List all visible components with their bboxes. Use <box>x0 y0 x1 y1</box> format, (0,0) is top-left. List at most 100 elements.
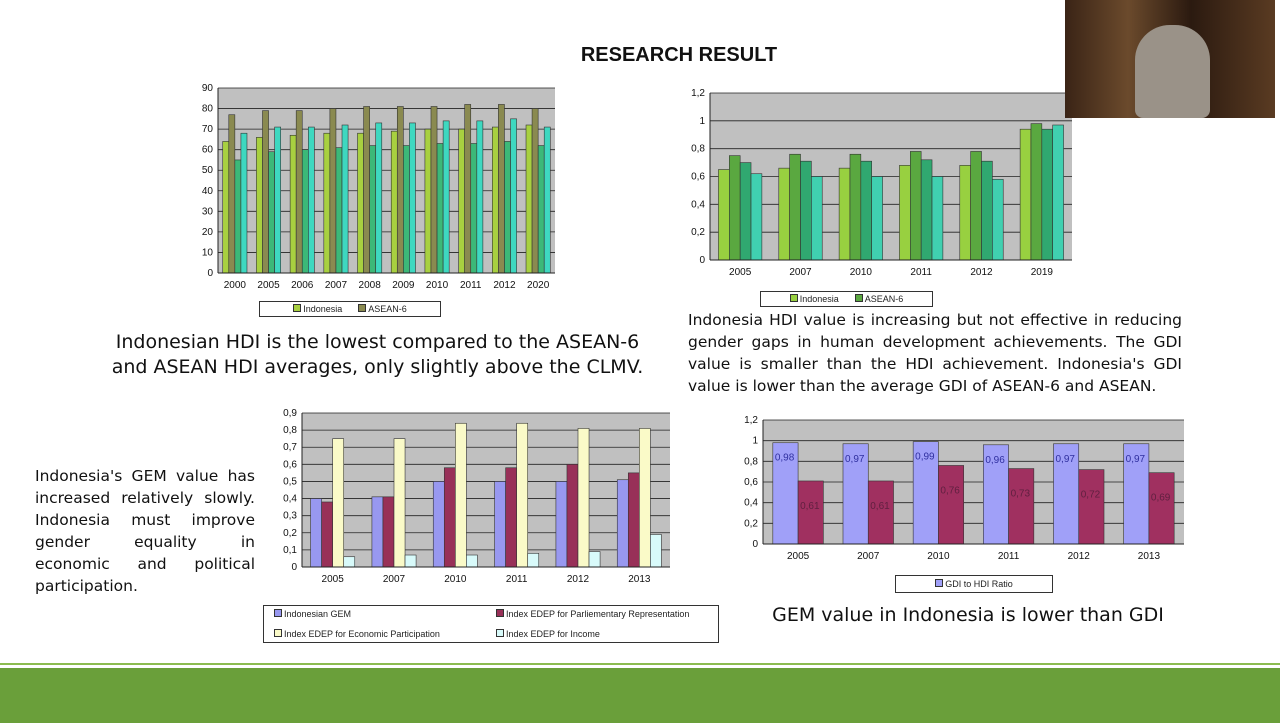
ratio-legend: GDI to HDI Ratio <box>895 575 1053 593</box>
bar <box>396 106 404 274</box>
bar <box>382 496 395 568</box>
y-tick-label: 0,7 <box>283 442 297 453</box>
legend-swatch <box>496 629 504 637</box>
bar <box>476 120 484 274</box>
legend-swatch <box>274 629 282 637</box>
bar <box>436 143 444 274</box>
bar <box>321 501 333 568</box>
bar <box>789 153 801 261</box>
legend-label: Indonesia <box>799 294 839 304</box>
bar <box>627 472 640 568</box>
y-tick-label: 90 <box>202 83 214 94</box>
bar <box>375 122 383 274</box>
legend-swatch <box>854 294 863 302</box>
bar <box>268 151 275 274</box>
y-tick-label: 0,4 <box>283 494 297 505</box>
presenter-figure <box>1135 25 1210 118</box>
bar <box>343 556 356 568</box>
x-tick-label: 2010 <box>927 551 950 562</box>
bar <box>981 160 993 261</box>
x-tick-label: 2007 <box>325 280 348 291</box>
bar <box>772 442 799 545</box>
y-tick-label: 0,1 <box>283 545 297 556</box>
bar <box>778 167 790 261</box>
bar <box>1030 123 1043 261</box>
y-tick-label: 0,6 <box>691 172 705 183</box>
bar <box>323 132 331 274</box>
x-tick-label: 2010 <box>850 267 873 278</box>
y-tick-label: 60 <box>202 145 214 156</box>
bar <box>842 443 869 545</box>
bar <box>464 104 472 274</box>
plot-area <box>302 413 670 567</box>
y-tick-label: 10 <box>202 247 214 258</box>
bar <box>959 165 971 261</box>
bar <box>403 145 410 274</box>
bar <box>1019 128 1032 261</box>
bar <box>289 134 297 274</box>
bar <box>838 167 851 261</box>
data-label: 0,98 <box>775 453 795 464</box>
bar <box>371 496 384 568</box>
legend-swatch <box>274 609 282 617</box>
x-tick-label: 2000 <box>224 280 247 291</box>
bar <box>432 481 445 568</box>
bar <box>262 110 269 274</box>
bar <box>466 554 478 568</box>
legend-label: ASEAN-6 <box>368 304 407 314</box>
bar <box>505 467 517 568</box>
bar <box>527 553 540 568</box>
legend-item: Indonesia <box>789 294 839 304</box>
legend-item: ASEAN-6 <box>358 304 407 314</box>
bar <box>424 128 432 274</box>
legend-label: Indonesian GEM <box>284 609 352 619</box>
bar <box>510 118 517 274</box>
bar <box>335 147 343 274</box>
y-tick-label: 0 <box>207 268 213 279</box>
y-tick-label: 0,8 <box>744 456 758 467</box>
bar <box>983 444 1009 545</box>
bar <box>1123 443 1150 545</box>
bar <box>341 124 349 274</box>
bar <box>1052 124 1064 261</box>
y-tick-label: 30 <box>202 206 214 217</box>
y-tick-label: 0,4 <box>744 498 758 509</box>
gem-chart: 0 0,1 0,2 0,3 0,4 0,5 0,6 0,7 0,8 0,9 2005 2007 2010… <box>283 408 670 585</box>
bar <box>390 130 398 274</box>
data-label: 0,61 <box>870 501 890 512</box>
bar <box>256 137 263 274</box>
data-label: 0,61 <box>800 501 820 512</box>
bar <box>910 151 922 261</box>
bar <box>301 149 309 274</box>
legend-label: Index EDEP for Economic Participation <box>284 629 440 639</box>
legend-swatch <box>789 294 798 302</box>
bar <box>849 153 862 261</box>
bar <box>442 120 450 274</box>
bar <box>860 160 872 261</box>
bar <box>555 481 568 568</box>
bar <box>274 126 281 274</box>
bar <box>404 554 417 568</box>
legend-label: ASEAN-6 <box>864 294 904 304</box>
y-tick-label: 0 <box>752 539 758 550</box>
y-tick-label: 0,6 <box>283 459 297 470</box>
bar <box>588 551 601 568</box>
bar <box>871 176 883 261</box>
bar <box>393 438 406 568</box>
bar <box>992 178 1004 261</box>
y-tick-label: 1,2 <box>744 415 758 426</box>
bar <box>295 110 303 274</box>
bar <box>329 108 337 274</box>
y-tick-label: 0,3 <box>283 511 297 522</box>
bar <box>650 534 662 568</box>
bar <box>566 464 579 568</box>
y-tick-label: 1,2 <box>691 88 705 99</box>
bar <box>931 176 944 261</box>
x-tick-label: 2008 <box>359 280 382 291</box>
x-tick-label: 2011 <box>910 267 932 278</box>
gdi-chart: 0 0,2 0,4 0,6 0,8 1 1,2 2005 2007 2010 2011 2012 201… <box>691 88 1072 278</box>
y-tick-label: 50 <box>202 165 214 176</box>
gdi-legend: Indonesia ASEAN-6 <box>760 291 933 307</box>
bar <box>228 114 236 274</box>
legend-item: Indonesian GEM <box>274 609 496 619</box>
